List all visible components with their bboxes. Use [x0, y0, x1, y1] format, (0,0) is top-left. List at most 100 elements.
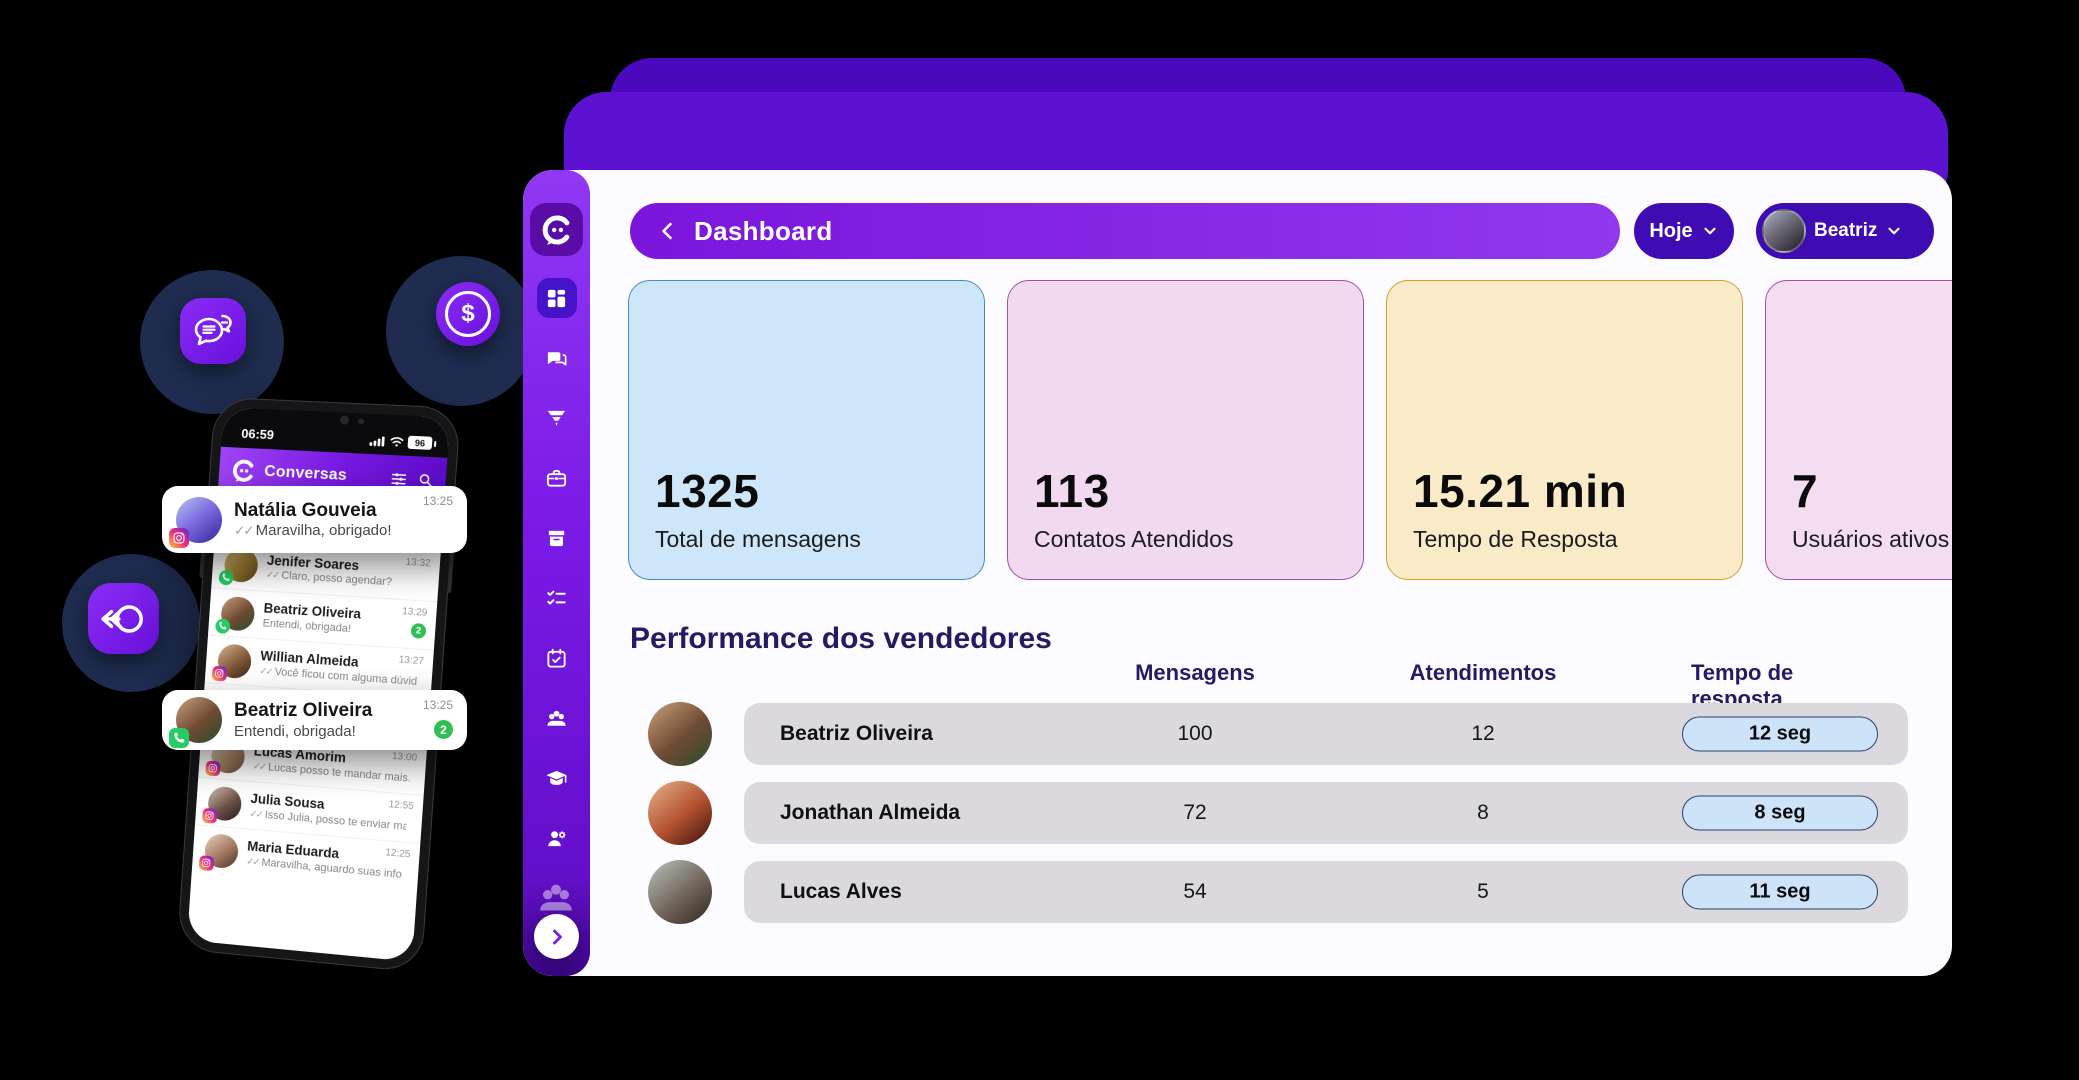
- table-row-bar: Lucas Alves 54 5 11 seg: [744, 861, 1908, 923]
- performance-table: Beatriz Oliveira 100 12 12 seg Jonathan …: [648, 702, 1908, 924]
- signal-icon: [369, 435, 386, 447]
- chevron-down-icon: [1701, 222, 1719, 240]
- read-receipt-icon: ✓✓: [234, 523, 255, 539]
- phone-mockup: 06:59 96 Conversas: [176, 396, 462, 973]
- sidebar-item-team[interactable]: [537, 698, 577, 738]
- column-header-atendimentos: Atendimentos: [1409, 660, 1557, 685]
- user-menu-dropdown[interactable]: Beatriz: [1756, 203, 1934, 259]
- seller-name: Beatriz Oliveira: [780, 722, 933, 745]
- sidebar: [523, 170, 590, 976]
- wifi-icon: [389, 436, 404, 448]
- stat-card: 1325 Total de mensagens: [628, 280, 985, 580]
- sidebar-item-calendar[interactable]: [537, 638, 577, 678]
- stat-value: 7: [1792, 465, 1819, 517]
- period-filter-label: Hoje: [1649, 219, 1693, 242]
- message-time: 13:27: [398, 654, 425, 668]
- camera-icon: [339, 415, 350, 425]
- mensagens-value: 100: [1177, 722, 1213, 745]
- contact-name: Natália Gouveia: [234, 499, 377, 521]
- message-time: 13:00: [391, 750, 418, 764]
- response-time-badge: 12 seg: [1682, 716, 1878, 752]
- notification-message: Maravilha, obrigado!: [255, 522, 392, 540]
- app-logo[interactable]: [530, 203, 583, 256]
- platform-badge-icon: [205, 760, 221, 776]
- avatar: [211, 642, 253, 682]
- unread-badge: 2: [434, 720, 453, 739]
- stat-card: 113 Contatos Atendidos: [1007, 280, 1364, 580]
- sidebar-glyph-icon: [545, 827, 568, 850]
- platform-badge-icon: [214, 617, 231, 634]
- page-title: Dashboard: [694, 215, 833, 246]
- status-time: 06:59: [240, 425, 275, 443]
- stat-label: Total de mensagens: [655, 526, 861, 552]
- platform-badge-icon: [211, 665, 228, 682]
- column-header-mensagens: Mensagens: [1135, 660, 1255, 685]
- atendimentos-value: 8: [1477, 801, 1489, 824]
- sidebar-expand-button[interactable]: [534, 914, 579, 959]
- sidebar-item-archive[interactable]: [537, 518, 577, 558]
- stat-card: 15.21 min Tempo de Resposta: [1386, 280, 1743, 580]
- table-row[interactable]: Lucas Alves 54 5 11 seg: [648, 860, 1908, 924]
- seller-name: Jonathan Almeida: [780, 801, 961, 824]
- atendimentos-value: 5: [1477, 880, 1489, 903]
- read-receipt-icon: ✓✓: [249, 808, 263, 821]
- stat-value: 1325: [655, 465, 760, 517]
- phone-header-title: Conversas: [263, 462, 348, 485]
- dollar-icon: $: [436, 282, 500, 346]
- table-row[interactable]: Jonathan Almeida 72 8 8 seg: [648, 781, 1908, 845]
- stat-label: Tempo de Resposta: [1413, 526, 1618, 552]
- chat-blob: [140, 270, 284, 414]
- team-icon-ghost: [536, 878, 576, 918]
- sidebar-item-academy[interactable]: [537, 758, 577, 798]
- avatar: [648, 702, 712, 766]
- notification-message: Entendi, obrigada!: [234, 722, 356, 740]
- sidebar-glyph-icon: [545, 407, 568, 430]
- unread-badge: 2: [410, 622, 427, 640]
- sidebar-item-agents[interactable]: [537, 818, 577, 858]
- avatar: [648, 781, 712, 845]
- mensagens-value: 72: [1183, 801, 1207, 824]
- dashboard-window: Dashboard Hoje Beatriz 1325 Total de men…: [523, 170, 1952, 976]
- phone-power-button: [447, 550, 455, 593]
- back-chevron-icon[interactable]: [656, 219, 680, 243]
- platform-badge-icon: [201, 807, 218, 824]
- response-time-badge: 8 seg: [1682, 795, 1878, 831]
- phone-volume-button: [199, 551, 205, 578]
- notification-card[interactable]: Beatriz Oliveira Entendi, obrigada! 13:2…: [162, 690, 467, 750]
- sidebar-glyph-icon: [545, 347, 568, 370]
- sidebar-item-tasks[interactable]: [537, 578, 577, 618]
- stat-value: 15.21 min: [1413, 465, 1628, 517]
- stats-row: 1325 Total de mensagens 113 Contatos Ate…: [628, 280, 1952, 580]
- sidebar-item-briefcase[interactable]: [537, 458, 577, 498]
- platform-badge-icon: [169, 728, 189, 748]
- sidebar-glyph-icon: [545, 767, 568, 790]
- camera-icon: [357, 418, 365, 425]
- avatar: [648, 860, 712, 924]
- chevron-down-icon: [1885, 222, 1903, 240]
- period-filter-dropdown[interactable]: Hoje: [1634, 203, 1734, 259]
- notification-card[interactable]: Natália Gouveia ✓✓ Maravilha, obrigado! 1…: [162, 486, 467, 553]
- user-name: Beatriz: [1814, 220, 1878, 241]
- app-logo-icon: [230, 457, 257, 484]
- read-receipt-icon: ✓✓: [265, 570, 279, 582]
- sidebar-item-funnel[interactable]: [537, 398, 577, 438]
- platform-badge-icon: [169, 527, 189, 548]
- avatar: [214, 595, 256, 634]
- message-time: 12:55: [388, 799, 415, 813]
- avatar: [169, 496, 222, 548]
- sidebar-item-chats[interactable]: [537, 338, 577, 378]
- sidebar-glyph-icon: [545, 587, 568, 610]
- sidebar-item-dashboard[interactable]: [536, 278, 577, 318]
- sidebar-glyph-icon: [545, 467, 568, 490]
- target-blob: [62, 554, 200, 692]
- filter-sliders-icon[interactable]: [390, 470, 408, 488]
- sidebar-glyph-icon: [545, 707, 568, 730]
- stat-label: Contatos Atendidos: [1034, 526, 1234, 552]
- read-receipt-icon: ✓✓: [258, 665, 273, 678]
- table-row[interactable]: Beatriz Oliveira 100 12 12 seg: [648, 702, 1908, 766]
- mensagens-value: 54: [1183, 880, 1207, 903]
- target-arrow-icon: [88, 583, 159, 654]
- notification-time: 13:25: [422, 698, 453, 712]
- avatar: [198, 832, 240, 871]
- read-receipt-icon: ✓✓: [245, 856, 259, 869]
